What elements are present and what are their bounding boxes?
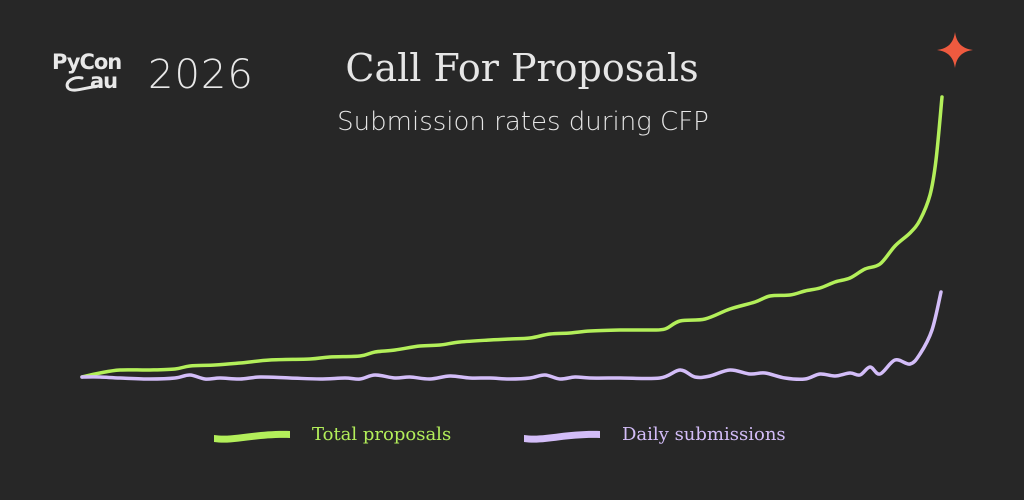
logo-year: 2026 [148, 52, 254, 98]
page-title: Call For Proposals [345, 46, 699, 90]
daily-submissions-line [80, 290, 943, 382]
legend-swatch-daily-icon [524, 430, 600, 443]
pycon-au-logo: PyCon au 2026 [52, 50, 254, 98]
logo-pycon-text: PyCon [52, 50, 122, 74]
total-proposals-line [80, 95, 944, 379]
chart-legend: Total proposals Daily submissions [0, 424, 1024, 454]
page-subtitle: Submission rates during CFP [337, 107, 709, 137]
sparkle-icon [937, 32, 973, 68]
logo-swirl-icon [65, 76, 100, 92]
legend-item-daily: Daily submissions [524, 424, 786, 445]
legend-item-total: Total proposals [214, 424, 451, 445]
legend-label-total: Total proposals [312, 424, 452, 445]
legend-label-daily: Daily submissions [622, 424, 786, 445]
logo-au-text: au [90, 69, 118, 93]
pycon-logo-mark: PyCon au [52, 50, 138, 96]
legend-swatch-total-icon [214, 430, 290, 443]
